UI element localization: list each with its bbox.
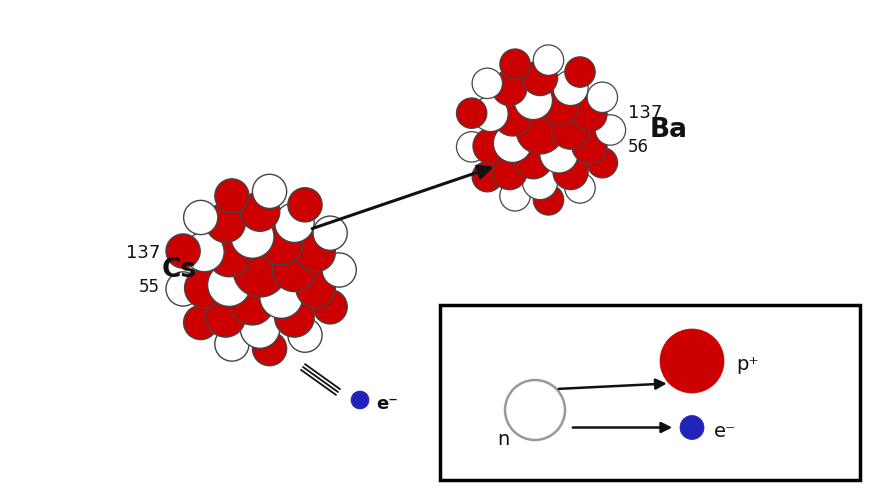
Circle shape [260,222,303,265]
Circle shape [166,272,200,306]
Circle shape [523,60,558,96]
Circle shape [288,318,322,352]
Circle shape [275,203,314,242]
Circle shape [273,248,316,292]
Circle shape [587,82,617,112]
Text: n: n [497,430,509,449]
Circle shape [240,192,280,232]
FancyBboxPatch shape [440,305,860,480]
Circle shape [240,308,280,348]
Circle shape [533,184,564,215]
Circle shape [322,253,356,287]
Circle shape [457,132,487,162]
Circle shape [252,332,286,366]
Circle shape [505,380,565,440]
Circle shape [313,290,347,324]
Text: e⁻: e⁻ [376,395,398,413]
Circle shape [215,327,249,361]
Circle shape [275,298,314,337]
Circle shape [233,243,287,297]
Circle shape [587,148,617,178]
Circle shape [595,115,625,145]
Circle shape [491,70,527,106]
Circle shape [491,154,527,190]
Circle shape [523,164,558,200]
Text: 137: 137 [628,104,663,122]
Circle shape [572,128,607,164]
Circle shape [296,232,335,272]
Circle shape [500,49,530,80]
Text: e⁻: e⁻ [714,422,736,441]
Circle shape [252,174,286,208]
Circle shape [540,87,578,126]
Circle shape [493,124,532,162]
Circle shape [565,172,595,203]
Circle shape [231,215,274,258]
Circle shape [472,162,502,192]
Circle shape [680,416,704,440]
Text: 137: 137 [126,244,160,262]
Circle shape [514,140,552,179]
Circle shape [572,96,607,132]
Circle shape [184,200,218,234]
Circle shape [208,263,251,306]
Circle shape [184,306,218,340]
Text: Ba: Ba [650,117,688,143]
Circle shape [553,154,588,190]
Circle shape [493,98,532,136]
Circle shape [166,234,200,268]
Circle shape [457,98,487,128]
Circle shape [206,203,245,242]
Circle shape [500,180,530,211]
Text: 55: 55 [139,278,160,296]
Circle shape [533,45,564,76]
Circle shape [260,275,303,318]
Circle shape [660,329,724,393]
Circle shape [313,216,347,250]
Circle shape [351,391,369,409]
Circle shape [215,179,249,213]
Text: Cs: Cs [162,257,197,283]
Circle shape [473,96,508,132]
Circle shape [231,282,274,325]
Circle shape [288,188,322,222]
Circle shape [472,68,502,98]
Circle shape [551,111,590,149]
Circle shape [540,134,578,173]
Circle shape [473,128,508,164]
Circle shape [565,57,595,88]
Circle shape [185,268,224,308]
Text: p⁺: p⁺ [736,356,758,374]
Circle shape [514,81,552,120]
Circle shape [296,268,335,308]
Circle shape [208,234,251,277]
Text: 56: 56 [628,138,649,156]
Circle shape [206,298,245,337]
Circle shape [185,232,224,272]
Circle shape [553,70,588,106]
Circle shape [516,106,564,154]
